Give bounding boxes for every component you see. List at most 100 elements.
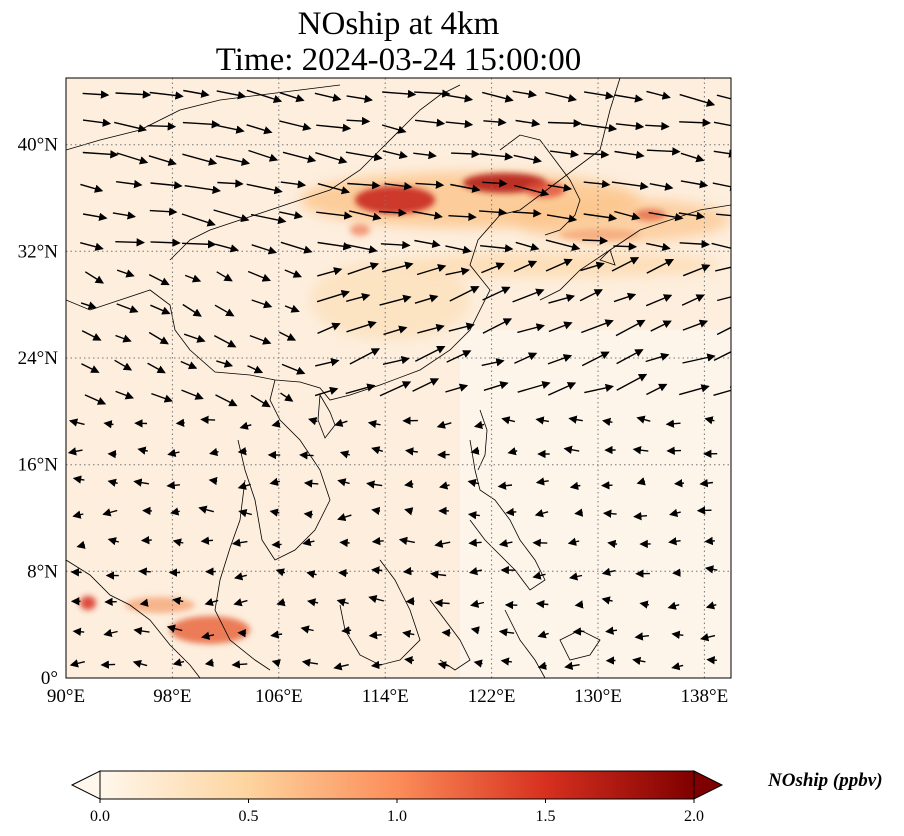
wind-arrow bbox=[713, 350, 731, 362]
wind-arrow bbox=[182, 153, 218, 166]
wind-arrow bbox=[147, 122, 177, 131]
wind-arrow bbox=[237, 628, 247, 638]
wind-arrow bbox=[82, 118, 112, 127]
wind-arrow bbox=[614, 150, 645, 159]
y-tick-label-40: 40°N bbox=[18, 135, 59, 156]
wind-arrow bbox=[679, 239, 710, 249]
wind-arrow bbox=[251, 244, 278, 255]
wind-arrow bbox=[568, 415, 583, 424]
wind-arrow bbox=[704, 416, 715, 425]
wind-arrow bbox=[535, 599, 549, 609]
wind-arrow bbox=[632, 446, 649, 455]
wind-arrow bbox=[284, 269, 302, 278]
wind-arrow bbox=[713, 121, 731, 127]
wind-arrow bbox=[414, 294, 439, 304]
wind-arrow bbox=[315, 358, 340, 367]
wind-arrow bbox=[378, 208, 407, 217]
wind-arrow bbox=[468, 538, 482, 547]
wind-arrow bbox=[204, 598, 219, 607]
wind-arrow bbox=[237, 446, 247, 456]
wind-arrow bbox=[639, 600, 650, 609]
wind-arrow bbox=[667, 601, 680, 610]
wind-arrow bbox=[715, 266, 731, 272]
wind-arrow bbox=[115, 334, 132, 343]
wind-arrow bbox=[231, 660, 248, 669]
wind-arrow bbox=[334, 418, 348, 427]
wind-arrow bbox=[671, 630, 684, 639]
wind-arrow bbox=[280, 241, 313, 254]
wind-arrow bbox=[532, 571, 546, 580]
wind-arrow bbox=[276, 598, 286, 607]
wind-arrow bbox=[613, 242, 638, 251]
wind-arrow bbox=[615, 121, 645, 131]
wind-arrow bbox=[712, 182, 731, 191]
wind-arrow bbox=[517, 380, 551, 393]
wind-arrow bbox=[507, 447, 518, 456]
wind-arrow bbox=[705, 601, 717, 610]
wind-arrow bbox=[213, 334, 237, 348]
wind-arrow bbox=[279, 211, 303, 220]
wind-arrow bbox=[349, 210, 382, 221]
wind-arrow bbox=[645, 121, 670, 131]
wind-arrow bbox=[601, 567, 616, 576]
wind-arrow bbox=[574, 508, 584, 517]
wind-arrow bbox=[402, 629, 415, 639]
wind-arrow bbox=[646, 383, 668, 396]
wind-arrow bbox=[216, 359, 234, 368]
wind-arrow bbox=[563, 445, 580, 454]
wind-arrow bbox=[678, 211, 705, 220]
wind-arrow bbox=[545, 239, 581, 252]
wind-arrow bbox=[175, 418, 185, 428]
wind-arrow bbox=[215, 155, 251, 166]
y-tick-label-0: 0° bbox=[41, 668, 58, 689]
wind-arrow bbox=[512, 209, 542, 218]
wind-arrow bbox=[534, 509, 549, 518]
wind-arrow bbox=[148, 273, 170, 286]
wind-arrow bbox=[172, 658, 185, 667]
wind-arrow bbox=[402, 566, 414, 576]
wind-arrow bbox=[605, 626, 618, 635]
wind-arrow bbox=[716, 213, 731, 217]
plot-frame bbox=[65, 77, 732, 679]
wind-arrow bbox=[150, 304, 171, 315]
wind-arrow bbox=[115, 238, 145, 247]
wind-arrow bbox=[181, 213, 216, 227]
wind-arrow bbox=[234, 572, 247, 581]
wind-arrow bbox=[548, 382, 577, 396]
wind-arrow bbox=[607, 539, 618, 549]
wind-arrow bbox=[646, 147, 681, 156]
wind-arrow bbox=[439, 481, 450, 490]
wind-arrow bbox=[72, 510, 84, 519]
wind-arrow bbox=[699, 478, 713, 488]
wind-arrow bbox=[381, 124, 407, 134]
wind-arrow bbox=[382, 150, 408, 160]
wind-arrow bbox=[317, 322, 341, 335]
wind-arrow bbox=[581, 351, 610, 367]
wind-arrow bbox=[317, 183, 351, 195]
wind-arrow bbox=[665, 419, 681, 428]
wind-arrow bbox=[215, 124, 245, 134]
wind-arrow bbox=[316, 289, 350, 303]
wind-arrow bbox=[417, 323, 445, 334]
wind-arrow bbox=[314, 92, 342, 102]
x-tick-label-114: 114°E bbox=[362, 686, 409, 707]
colorbar-tick-1: 1.0 bbox=[387, 808, 407, 825]
wind-arrow bbox=[611, 257, 640, 272]
wind-arrow bbox=[445, 267, 470, 276]
wind-arrow bbox=[275, 568, 286, 577]
wind-arrow bbox=[345, 151, 383, 162]
wind-arrow bbox=[512, 288, 545, 303]
wind-arrow bbox=[216, 271, 233, 282]
wind-arrow bbox=[72, 475, 85, 484]
wind-arrow bbox=[215, 243, 239, 253]
wind-arrow bbox=[250, 394, 271, 408]
wind-arrow bbox=[247, 365, 264, 374]
wind-arrow bbox=[649, 182, 674, 191]
wind-arrow bbox=[515, 118, 541, 128]
wind-arrow bbox=[700, 633, 716, 642]
wind-arrow bbox=[208, 476, 218, 486]
wind-arrow bbox=[382, 355, 410, 365]
wind-arrow bbox=[513, 184, 550, 197]
wind-arrow bbox=[704, 536, 715, 546]
wind-arrow bbox=[333, 662, 349, 671]
